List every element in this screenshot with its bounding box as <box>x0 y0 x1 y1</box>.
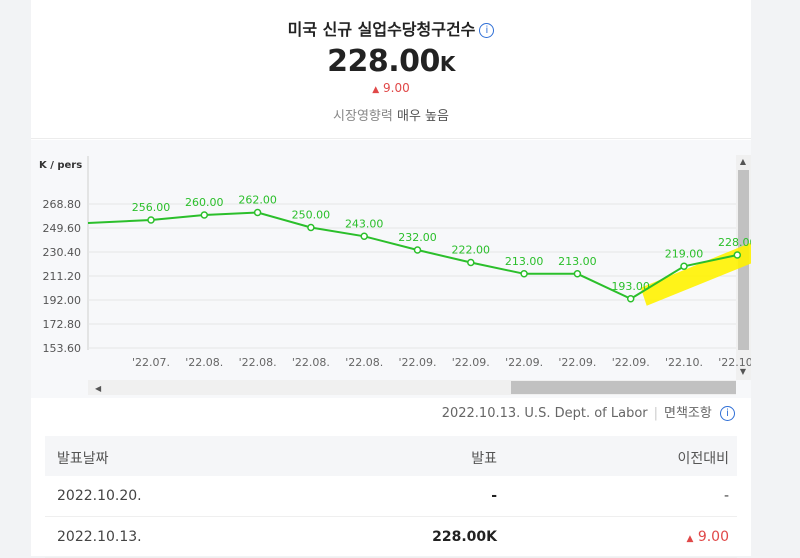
y-tick-label: 192.00 <box>43 294 82 307</box>
disclaimer-info-icon[interactable]: i <box>720 406 735 421</box>
y-axis-label: K / pers <box>39 160 82 171</box>
x-tick-label: '22.10. <box>665 356 703 369</box>
data-label: 232.00 <box>398 231 437 244</box>
row-value: 228.00K <box>432 529 497 545</box>
data-point <box>307 223 315 232</box>
y-tick-label: 172.80 <box>43 318 82 331</box>
data-label: 260.00 <box>185 196 224 209</box>
current-value-number: 228.00 <box>327 44 440 79</box>
row-change: ▲ 9.00 <box>686 529 729 545</box>
data-label: 219.00 <box>665 247 704 260</box>
data-label: 222.00 <box>452 244 491 257</box>
x-tick-label: '22.09. <box>558 356 596 369</box>
scroll-down-icon[interactable]: ▼ <box>740 367 747 376</box>
row-value: - <box>491 488 497 504</box>
table-row: 2022.10.13. 228.00K ▲ 9.00 <box>45 517 737 558</box>
x-tick-label: '22.09. <box>398 356 436 369</box>
table-header: 발표날짜 발표 이전대비 <box>45 436 737 476</box>
data-label: 228.00 <box>718 236 751 249</box>
up-arrow-icon: ▲ <box>372 85 380 95</box>
data-label: 243.00 <box>345 217 384 230</box>
current-value-unit: K <box>439 52 456 76</box>
info-icon[interactable]: i <box>479 23 495 38</box>
y-tick-label: 230.40 <box>43 246 82 259</box>
x-tick-label: '22.07. <box>132 356 170 369</box>
source-text: 2022.10.13. U.S. Dept. of Labor <box>441 406 648 421</box>
x-tick-label: '22.08. <box>185 356 223 369</box>
divider <box>31 138 751 139</box>
chart-area: K / pers ▲ ▼ ◀ 268.80 249.60 230.40 211.20 1… <box>31 140 751 398</box>
x-tick-label: '22.10. <box>718 356 751 369</box>
current-value: 228.00K <box>31 44 751 79</box>
x-tick-label: '22.09. <box>505 356 543 369</box>
y-tick-label: 211.20 <box>43 270 82 283</box>
data-point <box>520 270 528 278</box>
scroll-left-icon[interactable]: ◀ <box>95 384 102 393</box>
separator: | <box>653 406 659 421</box>
data-point <box>467 258 475 267</box>
y-tick-label: 268.80 <box>43 198 82 211</box>
horizontal-scrollbar-thumb[interactable] <box>511 381 736 394</box>
up-arrow-icon: ▲ <box>686 534 694 544</box>
y-tick-label: 249.60 <box>43 222 82 235</box>
data-label: 262.00 <box>238 194 277 207</box>
data-point <box>413 246 422 254</box>
change-value: ▲ 9.00 <box>31 81 751 95</box>
indicator-title: 미국 신규 실업수당청구건수 <box>287 20 476 39</box>
market-impact: 시장영향력 매우 높음 <box>31 105 751 124</box>
row-date: 2022.10.20. <box>57 488 142 504</box>
row-change-number: 9.00 <box>697 529 729 545</box>
market-impact-label: 시장영향력 <box>333 109 393 124</box>
row-change: - <box>723 488 729 504</box>
source-row: 2022.10.13. U.S. Dept. of Labor | 면책조항 i <box>442 402 735 421</box>
data-point <box>360 232 368 240</box>
line-chart: K / pers ▲ ▼ ◀ 268.80 249.60 230.40 211.20 1… <box>39 155 751 395</box>
data-point <box>200 211 209 219</box>
scroll-up-icon[interactable]: ▲ <box>740 157 747 166</box>
data-label: 256.00 <box>132 201 171 214</box>
data-label: 213.00 <box>558 255 597 268</box>
header-date: 발표날짜 <box>57 451 109 467</box>
data-label: 193.00 <box>611 280 650 293</box>
table-row: 2022.10.20. - - <box>45 476 737 517</box>
row-date: 2022.10.13. <box>57 529 142 545</box>
data-point <box>573 270 582 278</box>
data-point <box>733 251 742 259</box>
x-tick-label: '22.09. <box>612 356 650 369</box>
data-point <box>253 208 262 217</box>
x-tick-label: '22.08. <box>345 356 383 369</box>
header-change: 이전대비 <box>677 451 729 467</box>
x-tick-label: '22.08. <box>292 356 330 369</box>
y-tick-label: 153.60 <box>43 342 82 355</box>
indicator-title-row: 미국 신규 실업수당청구건수 i <box>31 16 751 40</box>
x-tick-label: '22.08. <box>239 356 277 369</box>
header-value: 발표 <box>471 451 497 467</box>
data-point <box>626 295 635 303</box>
release-table: 발표날짜 발표 이전대비 2022.10.20. - - 2022.10.13.… <box>45 436 737 558</box>
data-label: 213.00 <box>505 255 544 268</box>
change-number: 9.00 <box>383 81 410 95</box>
data-point <box>147 216 155 224</box>
data-label: 250.00 <box>292 209 331 222</box>
data-point <box>680 262 688 270</box>
x-tick-label: '22.09. <box>452 356 490 369</box>
market-impact-value: 매우 높음 <box>396 109 449 124</box>
indicator-card: 미국 신규 실업수당청구건수 i 228.00K ▲ 9.00 시장영향력 매우 … <box>31 0 751 558</box>
indicator-header: 미국 신규 실업수당청구건수 i 228.00K ▲ 9.00 시장영향력 매우 … <box>31 0 751 140</box>
disclaimer-link[interactable]: 면책조항 <box>664 406 712 421</box>
